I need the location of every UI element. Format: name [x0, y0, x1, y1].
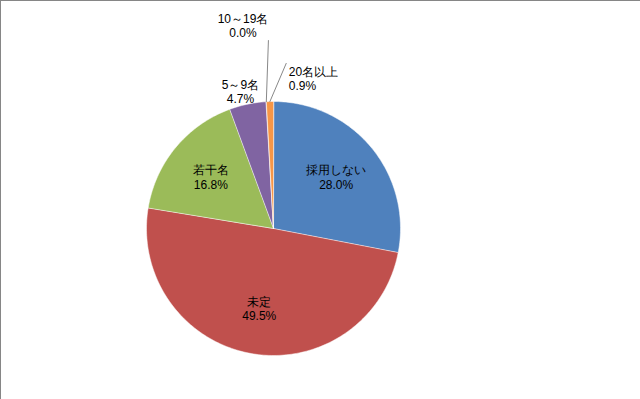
svg-text:20名以上0.9%: 20名以上0.9%	[289, 65, 338, 93]
svg-text:5～9名4.7%: 5～9名4.7%	[222, 78, 259, 106]
svg-text:採用しない28.0%: 採用しない28.0%	[306, 163, 366, 191]
svg-text:10～19名0.0%: 10～19名0.0%	[218, 12, 269, 40]
svg-text:若干名16.8%: 若干名16.8%	[193, 163, 229, 191]
svg-text:未定49.5%: 未定49.5%	[242, 295, 276, 323]
